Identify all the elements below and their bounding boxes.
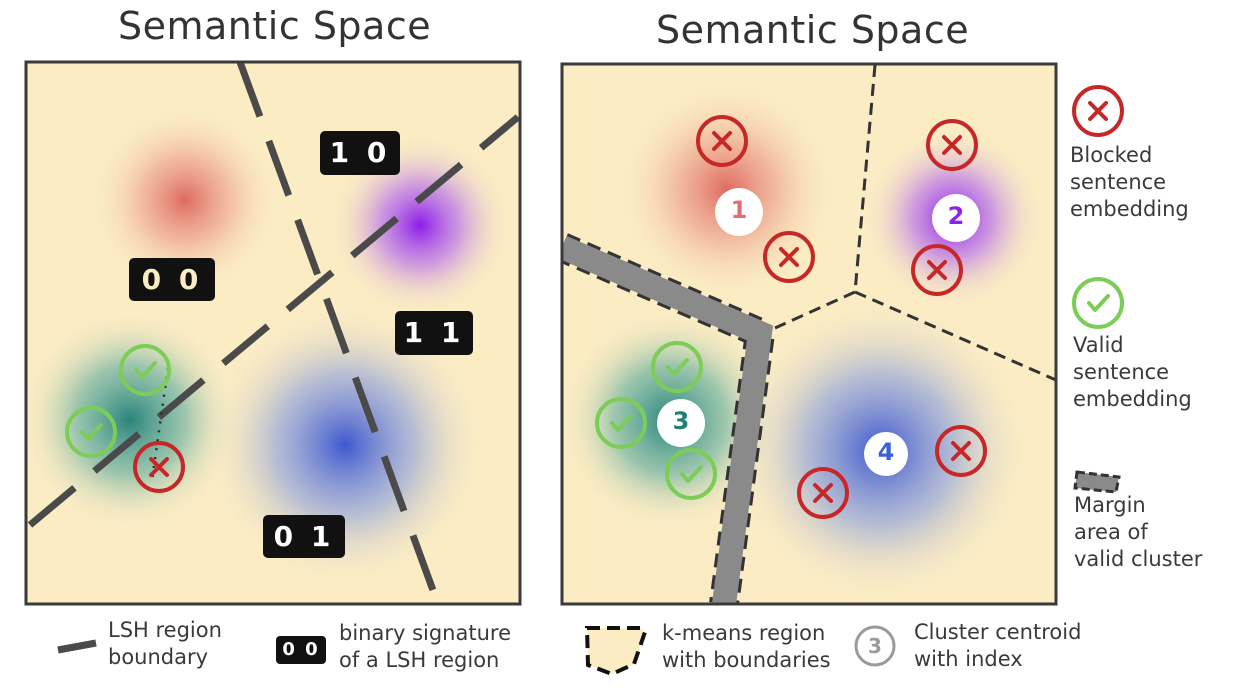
left-panel-title: Semantic Space — [118, 4, 432, 48]
lsh-signature-badge: 1 0 — [320, 131, 400, 175]
valid-legend-label: Valid sentence embedding — [1073, 333, 1192, 411]
lsh-signature-badge: 0 1 — [263, 515, 345, 558]
centroid-legend-number: 3 — [868, 634, 882, 658]
margin-legend-label: Margin area of valid cluster — [1074, 493, 1203, 571]
valid-legend-icon — [1072, 277, 1124, 329]
cluster-centroid-legend-label: Cluster centroid with index — [914, 620, 1082, 671]
signature-legend-badge: 0 0 — [276, 636, 326, 664]
blocked-legend-label: Blocked sentence embedding — [1070, 143, 1189, 221]
centroid-marker — [657, 399, 705, 447]
teal-cluster-blob — [26, 310, 240, 530]
kmeans-region-legend-icon — [584, 626, 648, 677]
margin-band-fill — [562, 235, 774, 604]
red-cluster-blob — [90, 105, 280, 295]
margin-legend-icon — [1073, 470, 1121, 494]
teal-margin-dotted — [150, 367, 170, 481]
centroid-label: 2 — [947, 202, 965, 230]
centroid-label: 1 — [730, 196, 748, 224]
centroid-marker — [715, 188, 763, 236]
right-panel — [560, 62, 1058, 606]
kmeans-boundary — [854, 290, 1056, 382]
purple-cluster-blob — [330, 135, 510, 315]
centroid-label: 4 — [877, 438, 895, 466]
kmeans-region-legend-label: k-means region with boundaries — [662, 621, 831, 672]
centroid-label: 3 — [672, 407, 690, 435]
binary-signature-legend-label: binary signature of a LSH region — [339, 621, 511, 672]
kmeans-boundary — [774, 64, 877, 330]
lsh-boundary-legend-label: LSH region boundary — [108, 618, 222, 669]
centroid-legend-icon — [854, 625, 896, 667]
right-panel-title: Semantic Space — [656, 8, 970, 52]
red-cluster-blob — [617, 80, 837, 300]
lsh-boundary-legend-icon — [57, 639, 97, 654]
lsh-signature-badge: 1 1 — [395, 311, 473, 355]
lsh-boundary-2 — [27, 114, 520, 528]
lsh-boundary-1 — [236, 62, 442, 604]
lsh-signature-badge: 0 0 — [129, 258, 215, 301]
blocked-legend-icon — [1072, 85, 1124, 137]
centroid-marker — [932, 194, 980, 242]
centroid-marker — [864, 432, 908, 476]
